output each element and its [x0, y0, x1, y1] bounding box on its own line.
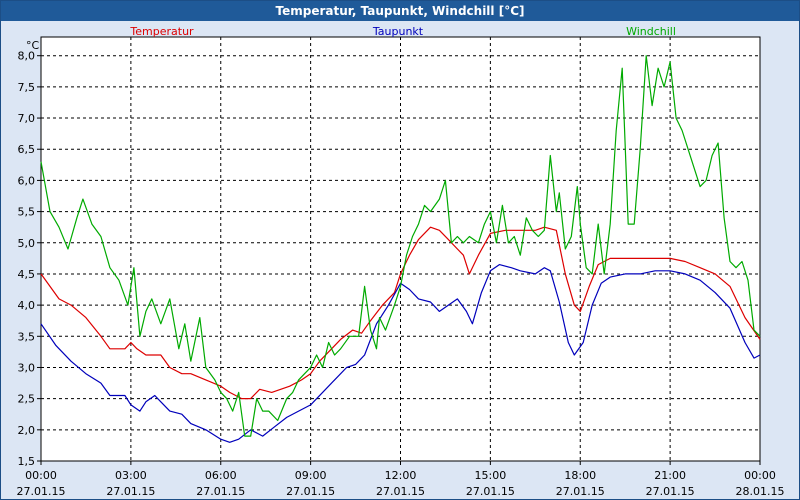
- x-tick-label-time: 15:00: [475, 469, 507, 482]
- y-tick-label: 5,0: [18, 237, 36, 250]
- y-axis-unit-label: °C: [26, 39, 40, 52]
- x-tick-label-date: 27.01.15: [466, 485, 515, 498]
- x-tick-label-date: 27.01.15: [196, 485, 245, 498]
- y-tick-label: 4,5: [18, 268, 36, 281]
- series-line-temperatur: [40, 226, 761, 400]
- x-tick-label-date: 27.01.15: [106, 485, 155, 498]
- y-tick-label: 1,5: [18, 455, 36, 468]
- x-tick-label-date: 27.01.15: [646, 485, 695, 498]
- y-tick-label: 5,5: [18, 206, 36, 219]
- x-tick-label-date: 27.01.15: [286, 485, 335, 498]
- x-tick-label-date: 28.01.15: [736, 485, 785, 498]
- y-tick-label: 3,5: [18, 330, 36, 343]
- x-tick-label-time: 00:00: [744, 469, 776, 482]
- series-line-windchill: [40, 55, 761, 437]
- y-tick-label: 4,0: [18, 299, 36, 312]
- legend-windchill: Windchill: [626, 25, 676, 38]
- y-tick-label: 2,5: [18, 393, 36, 406]
- x-tick-label-time: 18:00: [564, 469, 596, 482]
- x-tick-label-time: 12:00: [385, 469, 417, 482]
- x-tick-label-time: 06:00: [205, 469, 237, 482]
- y-tick-label: 2,0: [18, 424, 36, 437]
- series-line-taupunkt: [40, 264, 761, 443]
- x-tick-label-time: 00:00: [25, 469, 57, 482]
- y-tick-label: 6,5: [18, 143, 36, 156]
- chart-title: Temperatur, Taupunkt, Windchill [°C]: [1, 1, 799, 21]
- x-tick-label-time: 03:00: [115, 469, 147, 482]
- x-tick-label-time: 09:00: [295, 469, 327, 482]
- y-tick-label: 7,5: [18, 81, 36, 94]
- x-tick-label-time: 21:00: [654, 469, 686, 482]
- y-tick-label: 3,0: [18, 361, 36, 374]
- y-tick-label: 6,0: [18, 174, 36, 187]
- y-tick-label: 8,0: [18, 50, 36, 63]
- x-tick-label-date: 27.01.15: [556, 485, 605, 498]
- legend-taupunkt: Taupunkt: [372, 25, 424, 38]
- legend-temperatur: Temperatur: [129, 25, 194, 38]
- x-tick-label-date: 27.01.15: [17, 485, 66, 498]
- x-tick-label-date: 27.01.15: [376, 485, 425, 498]
- y-tick-label: 7,0: [18, 112, 36, 125]
